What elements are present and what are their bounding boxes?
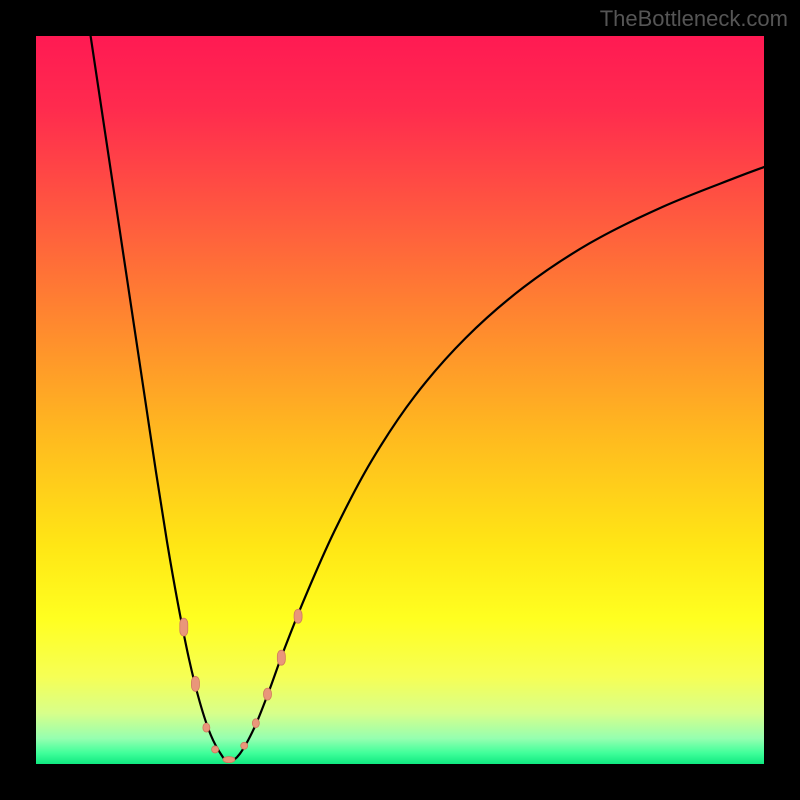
data-marker [294,609,302,623]
data-marker [191,676,199,691]
data-marker [277,650,285,665]
data-marker [212,746,219,753]
data-marker [180,618,188,636]
data-marker [264,688,272,700]
plot-svg [36,36,764,764]
data-marker [241,742,248,749]
chart-root: TheBottleneck.com [0,0,800,800]
watermark-text: TheBottleneck.com [600,6,788,32]
data-marker [203,723,210,732]
data-marker [223,757,235,763]
plot-area [36,36,764,764]
data-marker [252,719,259,728]
